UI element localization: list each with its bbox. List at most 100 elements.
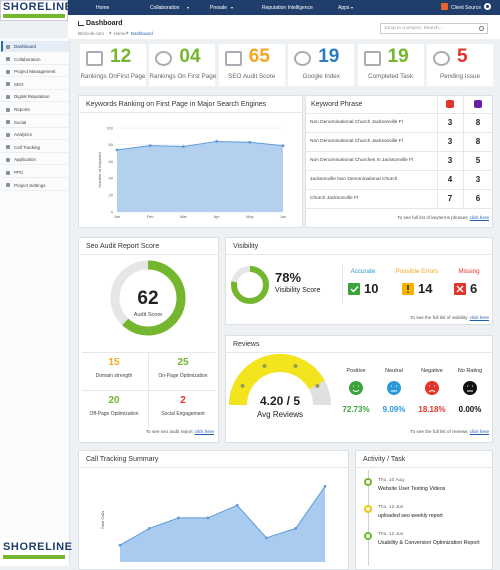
nav-item[interactable]: Collaboration <box>150 5 180 11</box>
breadcrumb-item[interactable]: Home <box>113 31 126 36</box>
row-divider <box>305 132 493 133</box>
keyword-chart-panel <box>78 95 303 228</box>
sidebar-label[interactable]: Call Tracking <box>14 144 41 150</box>
visibility-score-label: Visibility Score <box>275 287 321 294</box>
activity-text: Usability & Conversion Optimization Repo… <box>378 540 480 546</box>
sidebar-label[interactable]: Social <box>14 119 27 125</box>
user-name[interactable]: Client Source <box>451 4 482 11</box>
footnote: To see the full list of visibility click … <box>410 315 489 320</box>
click-here-link[interactable]: click here <box>469 215 489 220</box>
yahoo-rank: 3 <box>475 175 481 184</box>
row-divider <box>305 189 493 190</box>
google-rank: 7 <box>447 194 453 203</box>
footnote: To see full list of keyterms phrases clic… <box>397 215 489 220</box>
search-icon <box>479 25 484 31</box>
sidebar-item[interactable] <box>1 91 69 103</box>
sidebar-label[interactable]: Digital Reputation <box>14 94 50 100</box>
sidebar-label[interactable]: Analytics <box>14 132 33 138</box>
note-text: To see full list of keyterms phrases <box>397 215 468 220</box>
stat-icon <box>348 283 360 295</box>
kpi-icon <box>433 51 450 66</box>
click-here-link[interactable]: click here <box>194 429 214 434</box>
metric-value: 2 <box>180 395 186 406</box>
sidebar-item[interactable] <box>1 154 69 166</box>
sidebar-item[interactable] <box>1 79 69 90</box>
sidebar-item[interactable] <box>1 117 69 128</box>
nav-item[interactable]: Reputation Intelligence <box>262 5 313 11</box>
activity-text: Website User Testing Videos <box>378 486 446 492</box>
yahoo-rank: 5 <box>475 156 481 165</box>
activity-date: Thu. 12 Jun <box>378 505 404 510</box>
sidebar-item[interactable] <box>1 129 69 141</box>
sidebar-item[interactable] <box>1 142 69 153</box>
stat-value: 14 <box>418 281 433 296</box>
sidebar-label[interactable]: Project Management <box>14 69 56 75</box>
grid-line-v <box>148 352 149 428</box>
footnote: To see the full list of reviews click her… <box>410 429 489 434</box>
google-rank: 3 <box>447 156 453 165</box>
metric-label: Off-Page Optimization <box>89 411 139 417</box>
dropdown-caret <box>351 7 354 9</box>
review-value: 9.09% <box>382 405 406 414</box>
sidebar-label[interactable]: Application <box>14 157 37 163</box>
nav-item[interactable]: Presale <box>210 5 227 11</box>
activity-date: Thu. 10 Aug <box>378 478 404 483</box>
divider <box>225 254 493 255</box>
metric-label: Domain strength <box>95 373 133 379</box>
sidebar-icon <box>6 170 10 175</box>
stat-icon <box>402 283 414 295</box>
sidebar-icon <box>6 120 10 125</box>
sidebar-label[interactable]: SEO <box>14 81 24 87</box>
activity-panel <box>355 450 493 570</box>
click-here-link[interactable]: click here <box>469 429 489 434</box>
stat-label: Accurate <box>350 268 376 275</box>
panel-title: Visibility <box>233 243 259 250</box>
kpi-value: 19 <box>387 46 409 67</box>
sidebar-label[interactable]: Collaboration <box>14 56 41 62</box>
sidebar-label[interactable]: Reports <box>14 107 30 112</box>
settings-icon[interactable] <box>484 3 491 10</box>
sidebar-label[interactable]: Dashboard <box>14 44 37 49</box>
review-label: No Rating <box>457 368 483 374</box>
breadcrumb-item[interactable]: Brincole.com <box>78 31 105 36</box>
timeline <box>367 470 369 566</box>
stat-divider <box>342 264 343 304</box>
sidebar-item[interactable] <box>1 104 69 115</box>
sidebar-item[interactable] <box>1 167 69 178</box>
search-placeholder: Jump to a project, Search... <box>384 26 443 31</box>
kpi-label: SEO Audit Score <box>228 73 276 80</box>
panel-title: Activity / Task <box>363 456 406 463</box>
brand: SHORELINE <box>3 1 73 13</box>
sidebar-icon <box>6 145 10 150</box>
nav-item[interactable]: Home <box>96 5 110 11</box>
keyword-phrase: Non Denominational Churches In Jacksonvi… <box>310 158 414 163</box>
sidebar-label[interactable]: PPC <box>14 170 24 175</box>
sidebar-item[interactable] <box>1 54 69 65</box>
activity-text: uploaded seo weekly report <box>378 513 443 519</box>
review-value: 72.73% <box>342 405 370 414</box>
brand-strip <box>3 14 65 18</box>
search-box[interactable] <box>380 23 488 34</box>
timeline-dot <box>364 532 372 540</box>
sidebar-icon <box>6 157 10 162</box>
metric-value: 25 <box>177 357 189 368</box>
kpi-icon <box>86 51 103 66</box>
sidebar-label[interactable]: Project Settings <box>14 182 46 188</box>
kpi-value: 04 <box>179 46 201 67</box>
row-divider <box>305 170 493 171</box>
user-icon <box>441 3 448 10</box>
click-here-link[interactable]: click here <box>469 315 489 320</box>
top-bar <box>0 0 500 15</box>
sidebar-item[interactable] <box>1 41 69 52</box>
nav-item[interactable]: Apps <box>338 5 350 11</box>
stat-label: Possible Errors <box>395 268 439 275</box>
metric-value: 15 <box>108 357 120 368</box>
kpi-value: 12 <box>110 46 132 67</box>
yahoo-rank: 6 <box>475 194 481 203</box>
stat-value: 6 <box>470 281 478 296</box>
kpi-value: 5 <box>457 46 468 67</box>
timeline-dot <box>364 505 372 513</box>
sidebar-item[interactable] <box>1 66 69 78</box>
sidebar-item[interactable] <box>1 180 69 191</box>
